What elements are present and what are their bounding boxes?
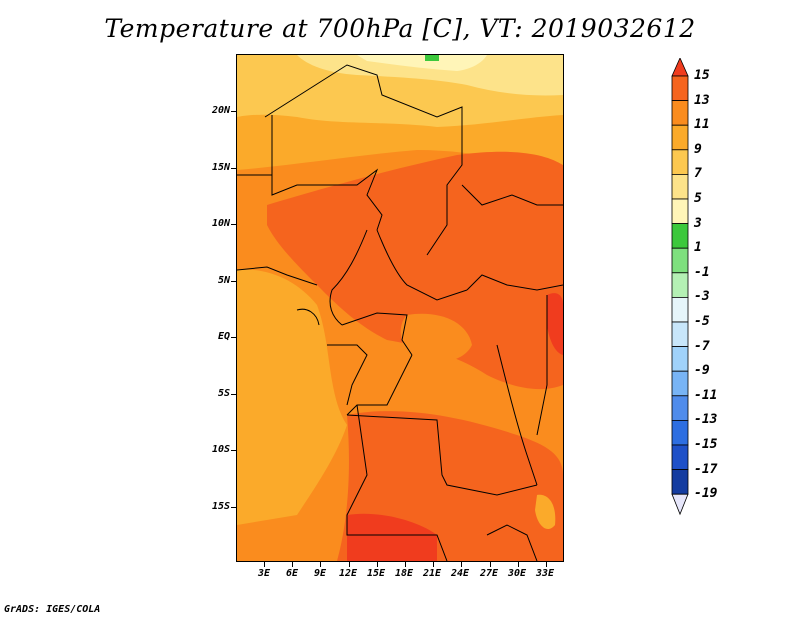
temp-band-1-3 [357, 55, 487, 71]
temperature-field [237, 55, 563, 561]
lat-tick-15n: 15N [211, 162, 230, 173]
colorbar-bottom-arrow [671, 493, 689, 516]
lon-tick-24e: 24E [450, 568, 470, 579]
colorbar-label: -1 [694, 264, 710, 280]
lon-tick-mark [546, 562, 547, 567]
colorbar-swatch [671, 174, 689, 200]
colorbar-swatch [671, 370, 689, 397]
lon-tick-mark [405, 562, 406, 567]
colorbar-swatch [671, 395, 689, 421]
colorbar-label: 7 [694, 166, 702, 182]
lon-tick-mark [517, 562, 519, 567]
lon-tick-30e: 30E [507, 568, 527, 579]
lon-tick-mark [264, 562, 265, 567]
colorbar-swatch [671, 444, 689, 471]
lon-tick-mark [461, 562, 463, 567]
lat-tick-mark [231, 450, 236, 451]
colorbar-label: -3 [694, 289, 710, 305]
lat-tick-5s: 5S [217, 388, 230, 399]
lon-tick-18e: 18E [394, 568, 414, 579]
lat-tick-mark [231, 507, 236, 508]
colorbar-swatch [671, 149, 689, 175]
lat-tick-mark [231, 394, 236, 395]
lon-tick-21e: 21E [422, 568, 442, 579]
colorbar-swatch [671, 321, 689, 348]
lon-tick-mark [376, 562, 378, 567]
colorbar-swatch [671, 124, 689, 151]
colorbar-label: 15 [694, 68, 710, 83]
lon-tick-27e: 27E [479, 568, 499, 579]
lon-tick-mark [320, 562, 322, 567]
country-borders [237, 64, 563, 561]
colorbar-label: 1 [694, 240, 702, 256]
lat-tick-mark [231, 224, 236, 225]
lat-tick-mark [231, 337, 236, 338]
temp-band-13-15 [347, 513, 437, 561]
lat-tick-10s: 10S [211, 444, 230, 455]
grads-credit: GrADS: IGES/COLA [4, 604, 101, 615]
lon-tick-mark [433, 562, 435, 567]
colorbar-swatch [671, 272, 689, 298]
lon-tick-mark [292, 562, 294, 567]
colorbar-swatch [671, 469, 689, 495]
colorbar [671, 58, 689, 516]
lat-tick-15s: 15S [211, 501, 230, 512]
colorbar-label: -5 [694, 314, 710, 329]
lat-tick-mark [231, 111, 236, 112]
lat-tick-mark [231, 281, 236, 282]
colorbar-swatch [671, 100, 689, 126]
lat-tick-20n: 20N [211, 105, 230, 116]
lon-tick-mark [348, 562, 350, 567]
colorbar-label: 5 [694, 191, 702, 206]
colorbar-label: 9 [694, 141, 702, 157]
colorbar-swatch [671, 247, 689, 274]
colorbar-label: -13 [694, 412, 718, 428]
lat-tick-5n: 5N [217, 275, 230, 286]
temp-band-se-pocket [535, 494, 556, 530]
colorbar-label: -9 [694, 363, 710, 379]
temp-band-11-13 [267, 151, 563, 390]
lon-tick-15e: 15E [366, 568, 386, 579]
temperature-map [236, 54, 564, 562]
temp-band-east-13-15 [547, 293, 563, 355]
temp-band-pocket [400, 313, 472, 362]
lat-tick-10n: 10N [211, 218, 230, 229]
colorbar-label: 11 [694, 117, 710, 133]
colorbar-label: -15 [694, 437, 718, 452]
colorbar-label: -7 [694, 338, 710, 354]
colorbar-swatch [671, 223, 689, 249]
temp-band-green [425, 55, 439, 61]
lon-tick-6e: 6E [285, 568, 299, 579]
temp-band-west-7-9 [237, 269, 347, 525]
colorbar-label: 13 [694, 92, 710, 108]
colorbar-swatch [671, 346, 689, 372]
lon-tick-33e: 33E [535, 568, 555, 579]
colorbar-label: 3 [694, 215, 702, 231]
lon-tick-9e: 9E [313, 568, 327, 579]
colorbar-top-arrow [671, 58, 689, 77]
lon-tick-mark [489, 562, 491, 567]
colorbar-label: -11 [694, 387, 718, 403]
colorbar-swatch [671, 296, 689, 323]
colorbar-swatch [671, 75, 689, 102]
colorbar-label: -19 [694, 486, 718, 502]
lat-tick-mark [231, 168, 236, 169]
lat-tick-eq: EQ [217, 331, 230, 342]
temp-band-3-5 [297, 55, 563, 96]
colorbar-label: -17 [694, 461, 718, 477]
colorbar-swatch [671, 419, 689, 446]
colorbar-swatch [671, 198, 689, 225]
map-title: Temperature at 700hPa [C], VT: 201903261… [104, 14, 696, 43]
lon-tick-12e: 12E [338, 568, 358, 579]
lon-tick-3e: 3E [257, 568, 271, 579]
